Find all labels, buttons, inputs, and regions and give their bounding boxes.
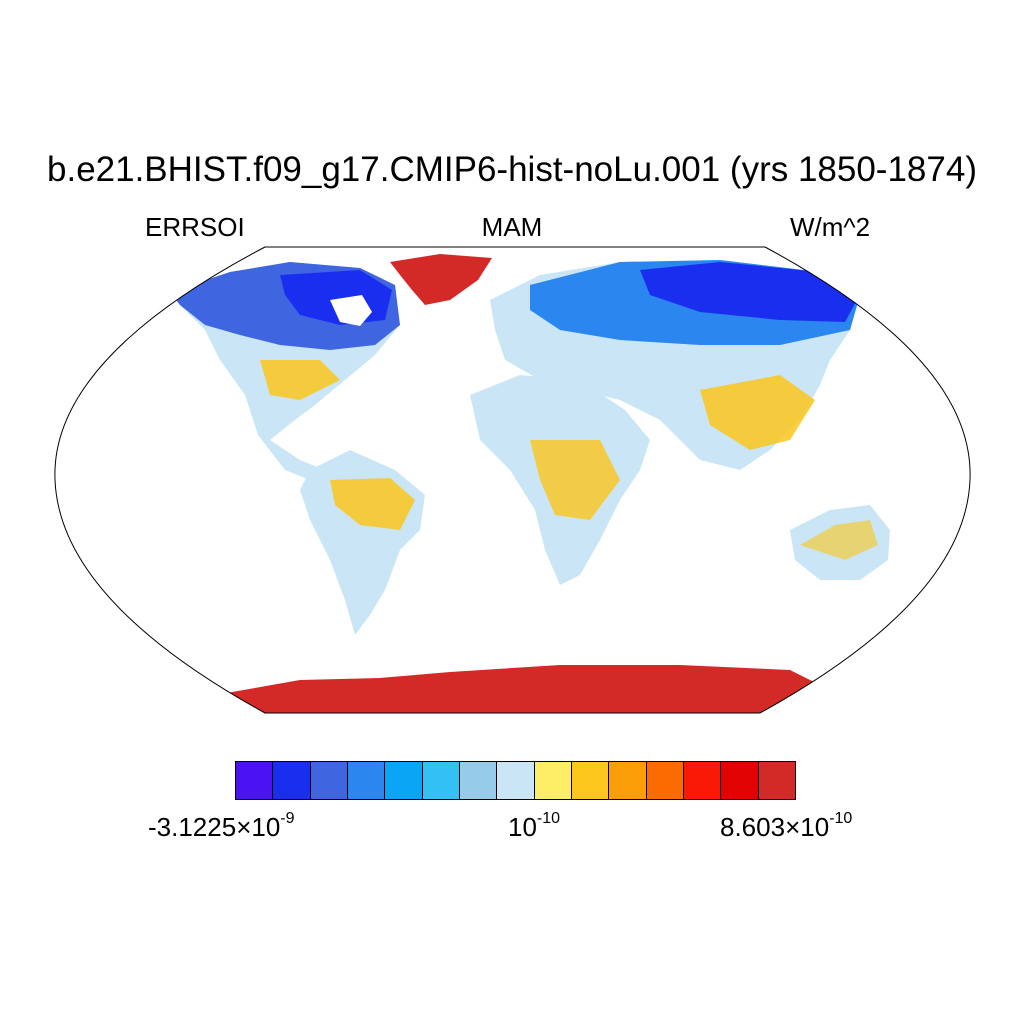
colorbar-max-label: 8.603×10-10 — [720, 810, 853, 842]
colorbar-swatch — [534, 762, 572, 799]
season-label: MAM — [481, 212, 543, 242]
colorbar-swatch — [721, 762, 759, 799]
units-label: W/m^2 — [790, 212, 871, 242]
south-america-warm-zone — [330, 478, 415, 530]
greenland-landmass — [390, 254, 492, 305]
variable-label: ERRSOI — [145, 212, 245, 242]
south-america-landmass — [300, 450, 425, 635]
colorbar-min-label: -3.1225×10-9 — [148, 810, 295, 842]
plot-title: b.e21.BHIST.f09_g17.CMIP6-hist-noLu.001 … — [47, 150, 977, 189]
colorbar-swatch — [273, 762, 311, 799]
map-border — [54, 246, 971, 714]
colorbar-swatch — [497, 762, 535, 799]
colorbar-swatch — [683, 762, 722, 799]
colorbar-swatch — [422, 762, 460, 799]
africa-warm-zone — [530, 440, 620, 520]
hudson-bay — [330, 295, 372, 326]
colorbar-swatch — [459, 762, 498, 799]
colorbar-swatch — [385, 762, 423, 799]
colorbar-swatch — [347, 762, 386, 799]
colorbar-swatch — [609, 762, 647, 799]
colorbar-swatch — [310, 762, 348, 799]
colorbar — [235, 761, 796, 800]
antarctica-landmass — [200, 665, 850, 713]
colorbar-swatch — [646, 762, 684, 799]
australia-warm-zone — [800, 520, 878, 560]
colorbar-swatch — [571, 762, 610, 799]
colorbar-mid-label: 10-10 — [508, 810, 561, 842]
colorbar-swatch — [236, 762, 274, 799]
siberia-deep-cold-zone — [640, 262, 858, 322]
colorbar-swatch — [758, 762, 795, 799]
north-america-warm-zone — [260, 360, 340, 400]
asia-warm-zone — [700, 375, 815, 450]
